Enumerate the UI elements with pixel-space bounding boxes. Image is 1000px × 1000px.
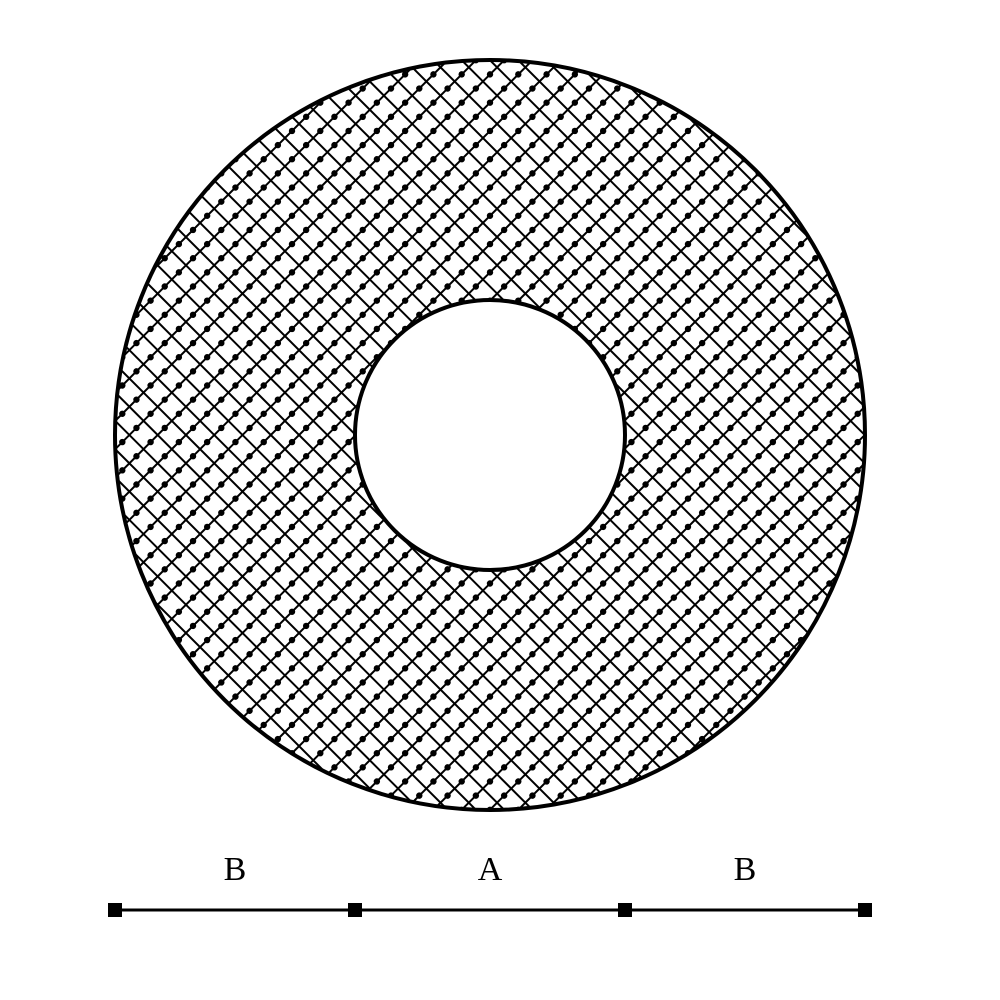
dimension-label-b-0: B [224, 851, 247, 888]
inner-circle [355, 300, 625, 570]
dimension-label-a-1: A [478, 851, 503, 888]
washer-cross-section-diagram: BAB [0, 0, 1000, 1000]
dimension-tick [618, 903, 632, 917]
dimension-label-b-2: B [734, 851, 757, 888]
dimension-tick [348, 903, 362, 917]
dimension-tick [858, 903, 872, 917]
dimension-tick [108, 903, 122, 917]
